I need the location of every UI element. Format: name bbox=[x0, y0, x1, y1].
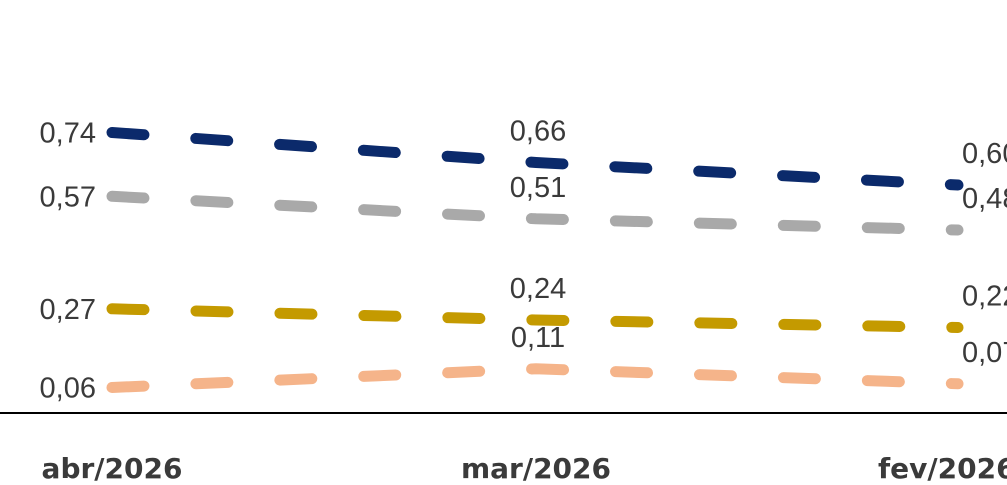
series-line-1 bbox=[106, 190, 964, 236]
data-label: 0,24 bbox=[510, 273, 566, 305]
data-label: 0,22 bbox=[962, 281, 1007, 313]
data-label: 0,48 bbox=[962, 183, 1007, 215]
x-tick-label: fev/2026 bbox=[878, 452, 1007, 485]
data-label: 0,74 bbox=[40, 118, 96, 150]
data-label: 0,11 bbox=[511, 322, 565, 354]
data-label: 0,07 bbox=[962, 337, 1007, 369]
data-label: 0,66 bbox=[510, 116, 566, 148]
data-label: 0,27 bbox=[40, 294, 96, 326]
x-tick-label: abr/2026 bbox=[42, 452, 183, 485]
series-layer bbox=[106, 127, 964, 393]
series-line-3 bbox=[106, 363, 964, 393]
data-label: 0,57 bbox=[40, 181, 96, 213]
x-tick-label: mar/2026 bbox=[461, 452, 611, 485]
series-line-0 bbox=[106, 127, 964, 191]
series-line-2 bbox=[106, 303, 964, 333]
data-label-layer: 0,74 0,66 0,60 0,57 0,51 0,48 0,27 0,24 0,22 0,06… bbox=[40, 116, 1007, 405]
data-label: 0,06 bbox=[40, 373, 96, 405]
x-tick-layer: abr/2026 mar/2026 fev/2026 bbox=[42, 452, 1007, 485]
data-label: 0,51 bbox=[510, 172, 566, 204]
data-label: 0,60 bbox=[962, 138, 1007, 170]
